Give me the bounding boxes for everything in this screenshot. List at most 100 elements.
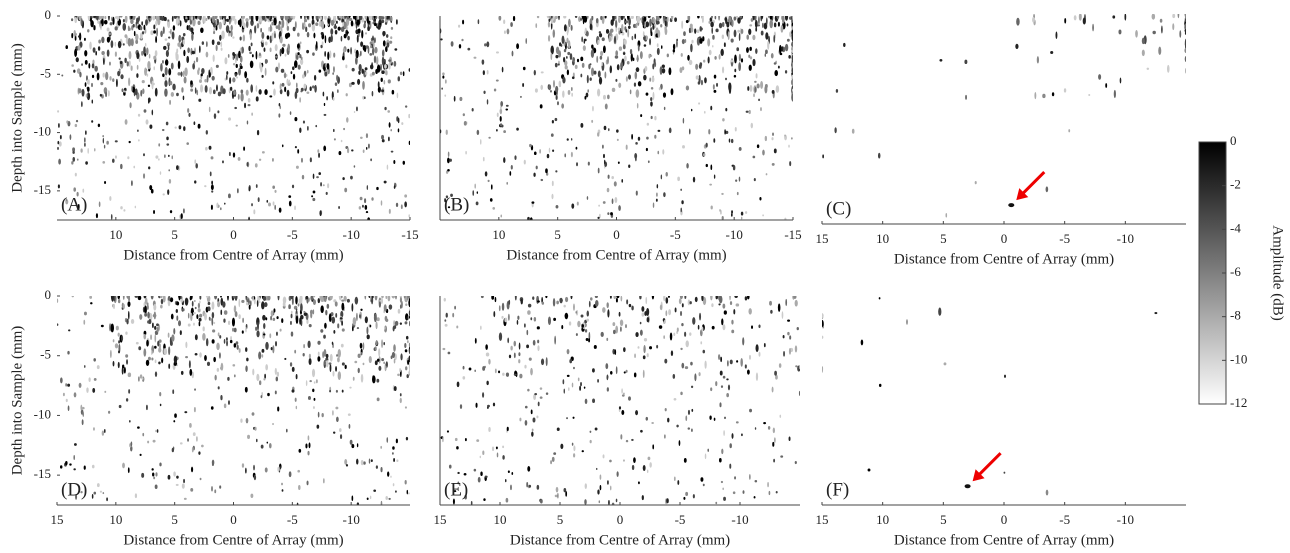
speckle [582,450,584,452]
speckle [180,37,182,40]
speckle [123,304,125,309]
colorbar-tick-label: -4 [1230,220,1241,235]
speckle [100,23,102,30]
speckle [448,151,450,157]
speckle [346,464,348,467]
speckle [703,153,705,156]
speckle [320,329,323,333]
speckle [219,485,221,488]
speckle [576,162,577,166]
speckle [399,368,401,372]
speckle [173,25,175,31]
speckle [184,411,187,413]
speckle [312,85,315,88]
speckle [446,313,448,318]
speckle [284,358,286,360]
speckle [771,53,774,58]
speckle [702,326,704,332]
speckle [289,471,292,477]
speckle [352,68,355,72]
speckle [1152,13,1156,19]
speckle [749,409,752,413]
speckle [73,70,75,73]
speckle [312,198,315,201]
speckle [724,417,726,419]
speckle [714,90,717,93]
speckle [316,14,318,21]
speckle [297,470,300,473]
speckle [619,46,622,51]
speckle [533,417,536,422]
speckle [776,85,780,93]
speckle [292,367,295,372]
speckle [463,113,465,116]
speckle [313,33,315,39]
speckle [545,168,548,173]
speckle [400,304,402,308]
speckle [767,482,769,487]
speckle [153,30,156,33]
panel-label: (B) [444,194,469,215]
speckle [691,40,693,44]
x-tick-label: 15 [816,231,829,246]
speckle [201,73,203,76]
speckle [228,54,230,58]
speckle [259,15,262,21]
image [439,12,795,223]
speckle [407,316,409,320]
speckle [656,199,658,202]
speckle [335,366,337,372]
speckle [386,437,388,443]
speckle [643,75,646,81]
speckle [95,51,96,56]
speckle [623,39,626,45]
speckle [262,151,265,153]
speckle [702,16,704,23]
speckle [289,80,291,84]
speckle [177,72,180,75]
speckle [128,373,131,378]
speckle [255,163,258,167]
speckle [686,163,688,168]
speckle [217,301,220,307]
speckle [146,405,148,410]
speckle [629,304,632,307]
speckle [273,308,275,312]
speckle [397,374,400,376]
speckle [533,340,536,346]
speckle [155,88,158,97]
speckle [85,161,88,164]
speckle [253,209,255,214]
speckle [257,23,259,29]
speckle [249,52,252,54]
speckle [231,25,233,31]
speckle [99,201,101,207]
speckle [765,53,766,57]
speckle [319,69,322,72]
speckle [385,496,388,500]
speckle [748,308,751,314]
speckle [206,41,208,47]
speckle [261,42,264,47]
speckle [75,173,77,177]
speckle [731,330,734,334]
speckle [374,23,377,27]
speckle [303,344,305,348]
speckle [1046,186,1049,192]
speckle [296,374,298,379]
speckle [719,296,723,304]
speckle [294,117,297,121]
speckle [322,41,324,45]
speckle [204,313,207,321]
speckle [67,384,70,387]
speckle [755,20,758,28]
speckle [126,359,128,365]
speckle [607,480,608,484]
speckle [647,317,650,322]
speckle [406,336,409,340]
speckle [211,181,213,185]
speckle [216,202,218,208]
speckle [749,110,751,114]
speckle [632,465,634,470]
speckle [507,29,510,35]
